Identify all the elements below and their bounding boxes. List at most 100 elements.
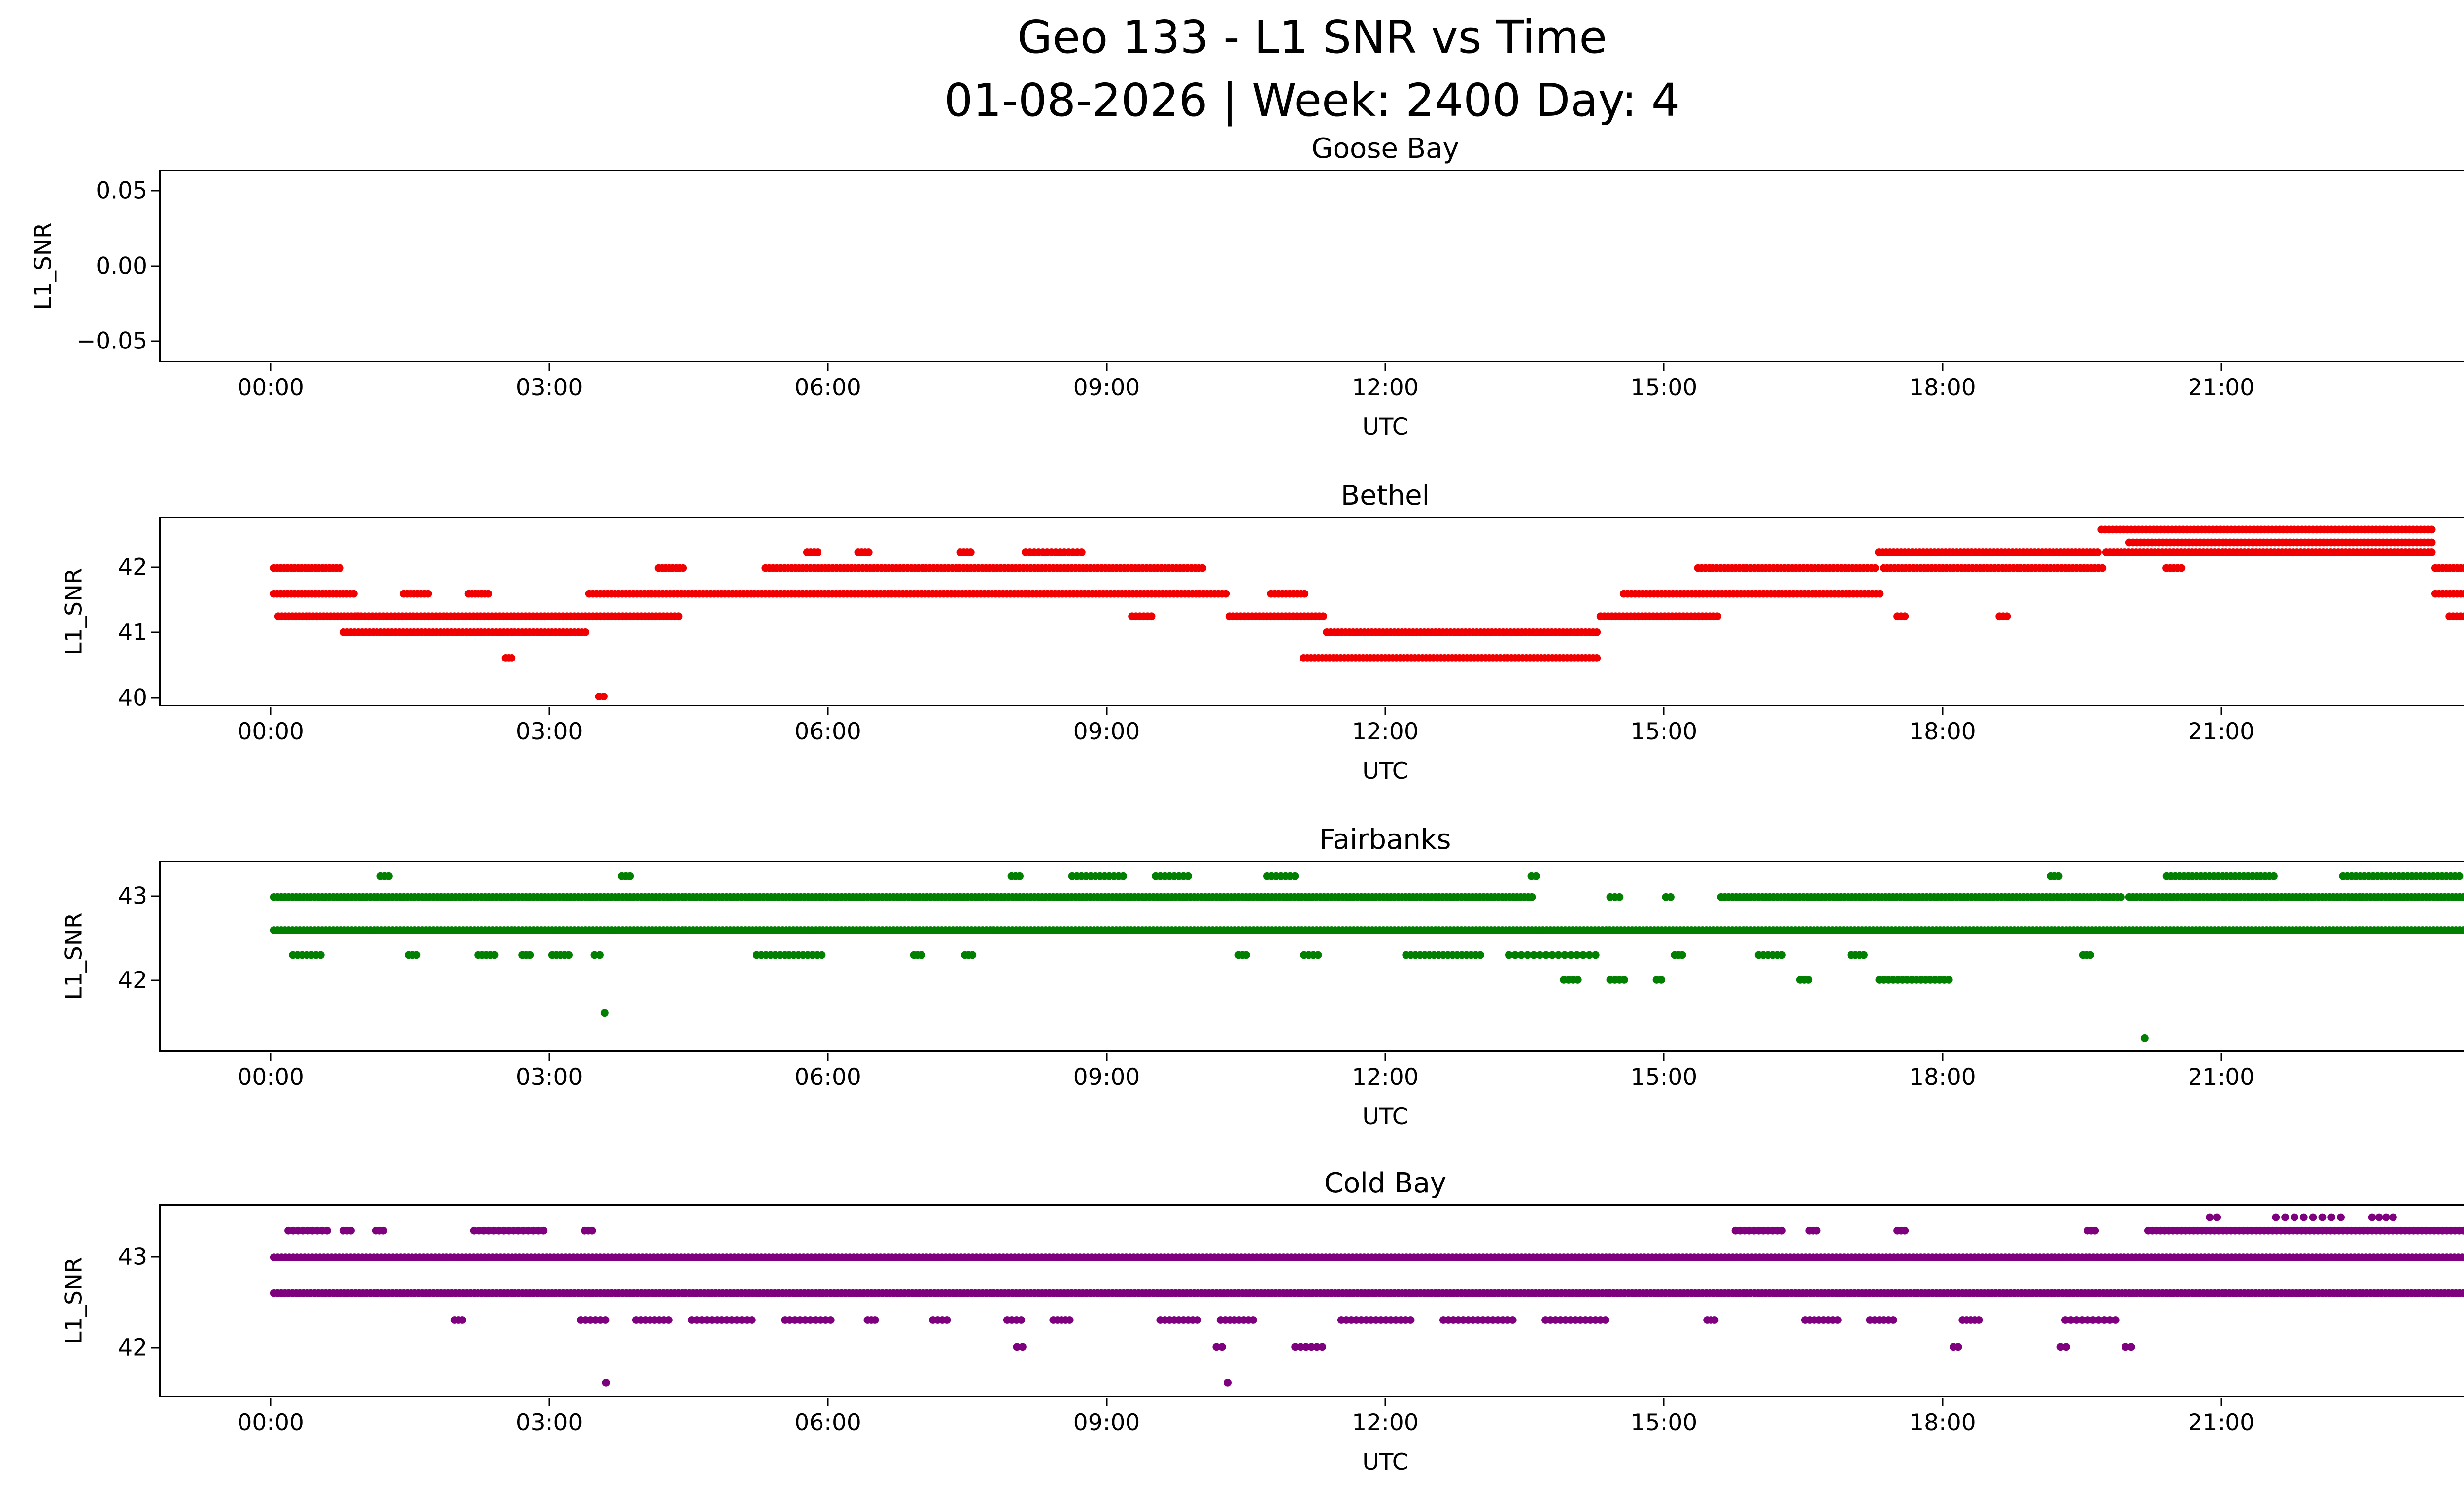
x-tick-mark xyxy=(548,1053,550,1061)
x-tick-label: 06:00 xyxy=(794,374,861,401)
x-tick-mark xyxy=(1942,1398,1944,1406)
chart-subtitle: 01-08-2026 | Week: 2400 Day: 4 xyxy=(944,74,1680,127)
x-tick-mark xyxy=(1106,1053,1108,1061)
x-tick-mark xyxy=(2220,1053,2222,1061)
x-tick-label: 21:00 xyxy=(2188,1409,2255,1436)
x-tick-label: 03:00 xyxy=(515,1064,583,1091)
y-tick-mark xyxy=(151,1347,159,1349)
subplot-title: Bethel xyxy=(1340,480,1430,512)
y-tick-label: 42 xyxy=(118,554,147,581)
chart-title: Geo 133 - L1 SNR vs Time xyxy=(1017,11,1607,64)
x-tick-label: 21:00 xyxy=(2188,718,2255,745)
x-tick-mark xyxy=(270,363,272,371)
x-tick-label: 09:00 xyxy=(1073,1409,1140,1436)
x-tick-mark xyxy=(270,1398,272,1406)
y-tick-label: 42 xyxy=(118,967,147,994)
x-tick-mark xyxy=(548,363,550,371)
scatter-points xyxy=(270,1213,2464,1387)
x-tick-mark xyxy=(548,707,550,715)
x-tick-mark xyxy=(1942,363,1944,371)
y-tick-label: 41 xyxy=(118,619,147,646)
y-tick-label: 42 xyxy=(118,1334,147,1361)
x-tick-mark xyxy=(1663,1398,1665,1406)
scatter-points xyxy=(161,171,2464,361)
x-tick-label: 09:00 xyxy=(1073,718,1140,745)
x-tick-mark xyxy=(827,1053,829,1061)
y-tick-mark xyxy=(151,566,159,568)
x-tick-label: 18:00 xyxy=(1909,718,1976,745)
x-tick-mark xyxy=(827,1398,829,1406)
x-tick-mark xyxy=(270,1053,272,1061)
x-tick-mark xyxy=(827,707,829,715)
plot-area xyxy=(159,170,2464,362)
x-axis-label: UTC xyxy=(1362,758,1408,785)
x-tick-label: 12:00 xyxy=(1352,718,1419,745)
x-axis-label: UTC xyxy=(1362,1449,1408,1476)
x-tick-label: 00:00 xyxy=(237,374,304,401)
x-tick-label: 03:00 xyxy=(515,374,583,401)
x-tick-mark xyxy=(827,363,829,371)
y-tick-label: 43 xyxy=(118,882,147,910)
x-tick-mark xyxy=(1663,707,1665,715)
y-axis-label: L1_SNR xyxy=(60,912,88,1000)
x-tick-mark xyxy=(1106,1398,1108,1406)
x-tick-label: 15:00 xyxy=(1630,1409,1698,1436)
x-tick-label: 00:00 xyxy=(237,1064,304,1091)
x-tick-mark xyxy=(2220,1398,2222,1406)
y-tick-mark xyxy=(151,1256,159,1258)
x-tick-label: 09:00 xyxy=(1073,374,1140,401)
x-tick-label: 15:00 xyxy=(1630,1064,1698,1091)
y-tick-mark xyxy=(151,979,159,981)
x-tick-label: 03:00 xyxy=(515,1409,583,1436)
x-tick-mark xyxy=(1663,1053,1665,1061)
scatter-points xyxy=(270,872,2464,1042)
x-tick-label: 03:00 xyxy=(515,718,583,745)
x-tick-label: 12:00 xyxy=(1352,374,1419,401)
x-tick-label: 18:00 xyxy=(1909,1409,1976,1436)
y-tick-mark xyxy=(151,697,159,699)
x-tick-label: 06:00 xyxy=(794,1064,861,1091)
x-tick-mark xyxy=(2220,363,2222,371)
x-tick-label: 00:00 xyxy=(237,1409,304,1436)
y-tick-mark xyxy=(151,340,159,342)
x-tick-label: 15:00 xyxy=(1630,374,1698,401)
x-tick-label: 09:00 xyxy=(1073,1064,1140,1091)
y-tick-label: 40 xyxy=(118,684,147,712)
y-tick-label: −0.05 xyxy=(76,327,147,355)
y-tick-mark xyxy=(151,265,159,267)
x-tick-mark xyxy=(1106,707,1108,715)
x-tick-label: 15:00 xyxy=(1630,718,1698,745)
y-axis-label: L1_SNR xyxy=(60,1257,88,1345)
plot-area xyxy=(159,517,2464,706)
y-axis-label: L1_SNR xyxy=(60,567,88,656)
subplot-title: Cold Bay xyxy=(1324,1167,1447,1199)
x-tick-mark xyxy=(1384,363,1386,371)
y-tick-mark xyxy=(151,631,159,633)
x-tick-label: 18:00 xyxy=(1909,1064,1976,1091)
x-tick-mark xyxy=(1942,1053,1944,1061)
x-tick-mark xyxy=(2220,707,2222,715)
x-tick-mark xyxy=(270,707,272,715)
subplot-title: Fairbanks xyxy=(1319,824,1451,856)
x-tick-mark xyxy=(1384,707,1386,715)
scatter-points xyxy=(270,525,2464,700)
x-tick-label: 12:00 xyxy=(1352,1064,1419,1091)
x-tick-label: 21:00 xyxy=(2188,1064,2255,1091)
x-tick-label: 00:00 xyxy=(237,718,304,745)
y-tick-mark xyxy=(151,895,159,897)
x-tick-label: 21:00 xyxy=(2188,374,2255,401)
x-axis-label: UTC xyxy=(1362,1103,1408,1130)
y-tick-label: 0.05 xyxy=(96,177,147,205)
x-tick-label: 06:00 xyxy=(794,1409,861,1436)
x-tick-label: 06:00 xyxy=(794,718,861,745)
x-tick-mark xyxy=(1106,363,1108,371)
y-tick-label: 0.00 xyxy=(96,252,147,279)
x-tick-mark xyxy=(548,1398,550,1406)
x-tick-label: 12:00 xyxy=(1352,1409,1419,1436)
subplot-title: Goose Bay xyxy=(1311,133,1459,165)
plot-area xyxy=(159,1204,2464,1397)
y-tick-label: 43 xyxy=(118,1243,147,1271)
